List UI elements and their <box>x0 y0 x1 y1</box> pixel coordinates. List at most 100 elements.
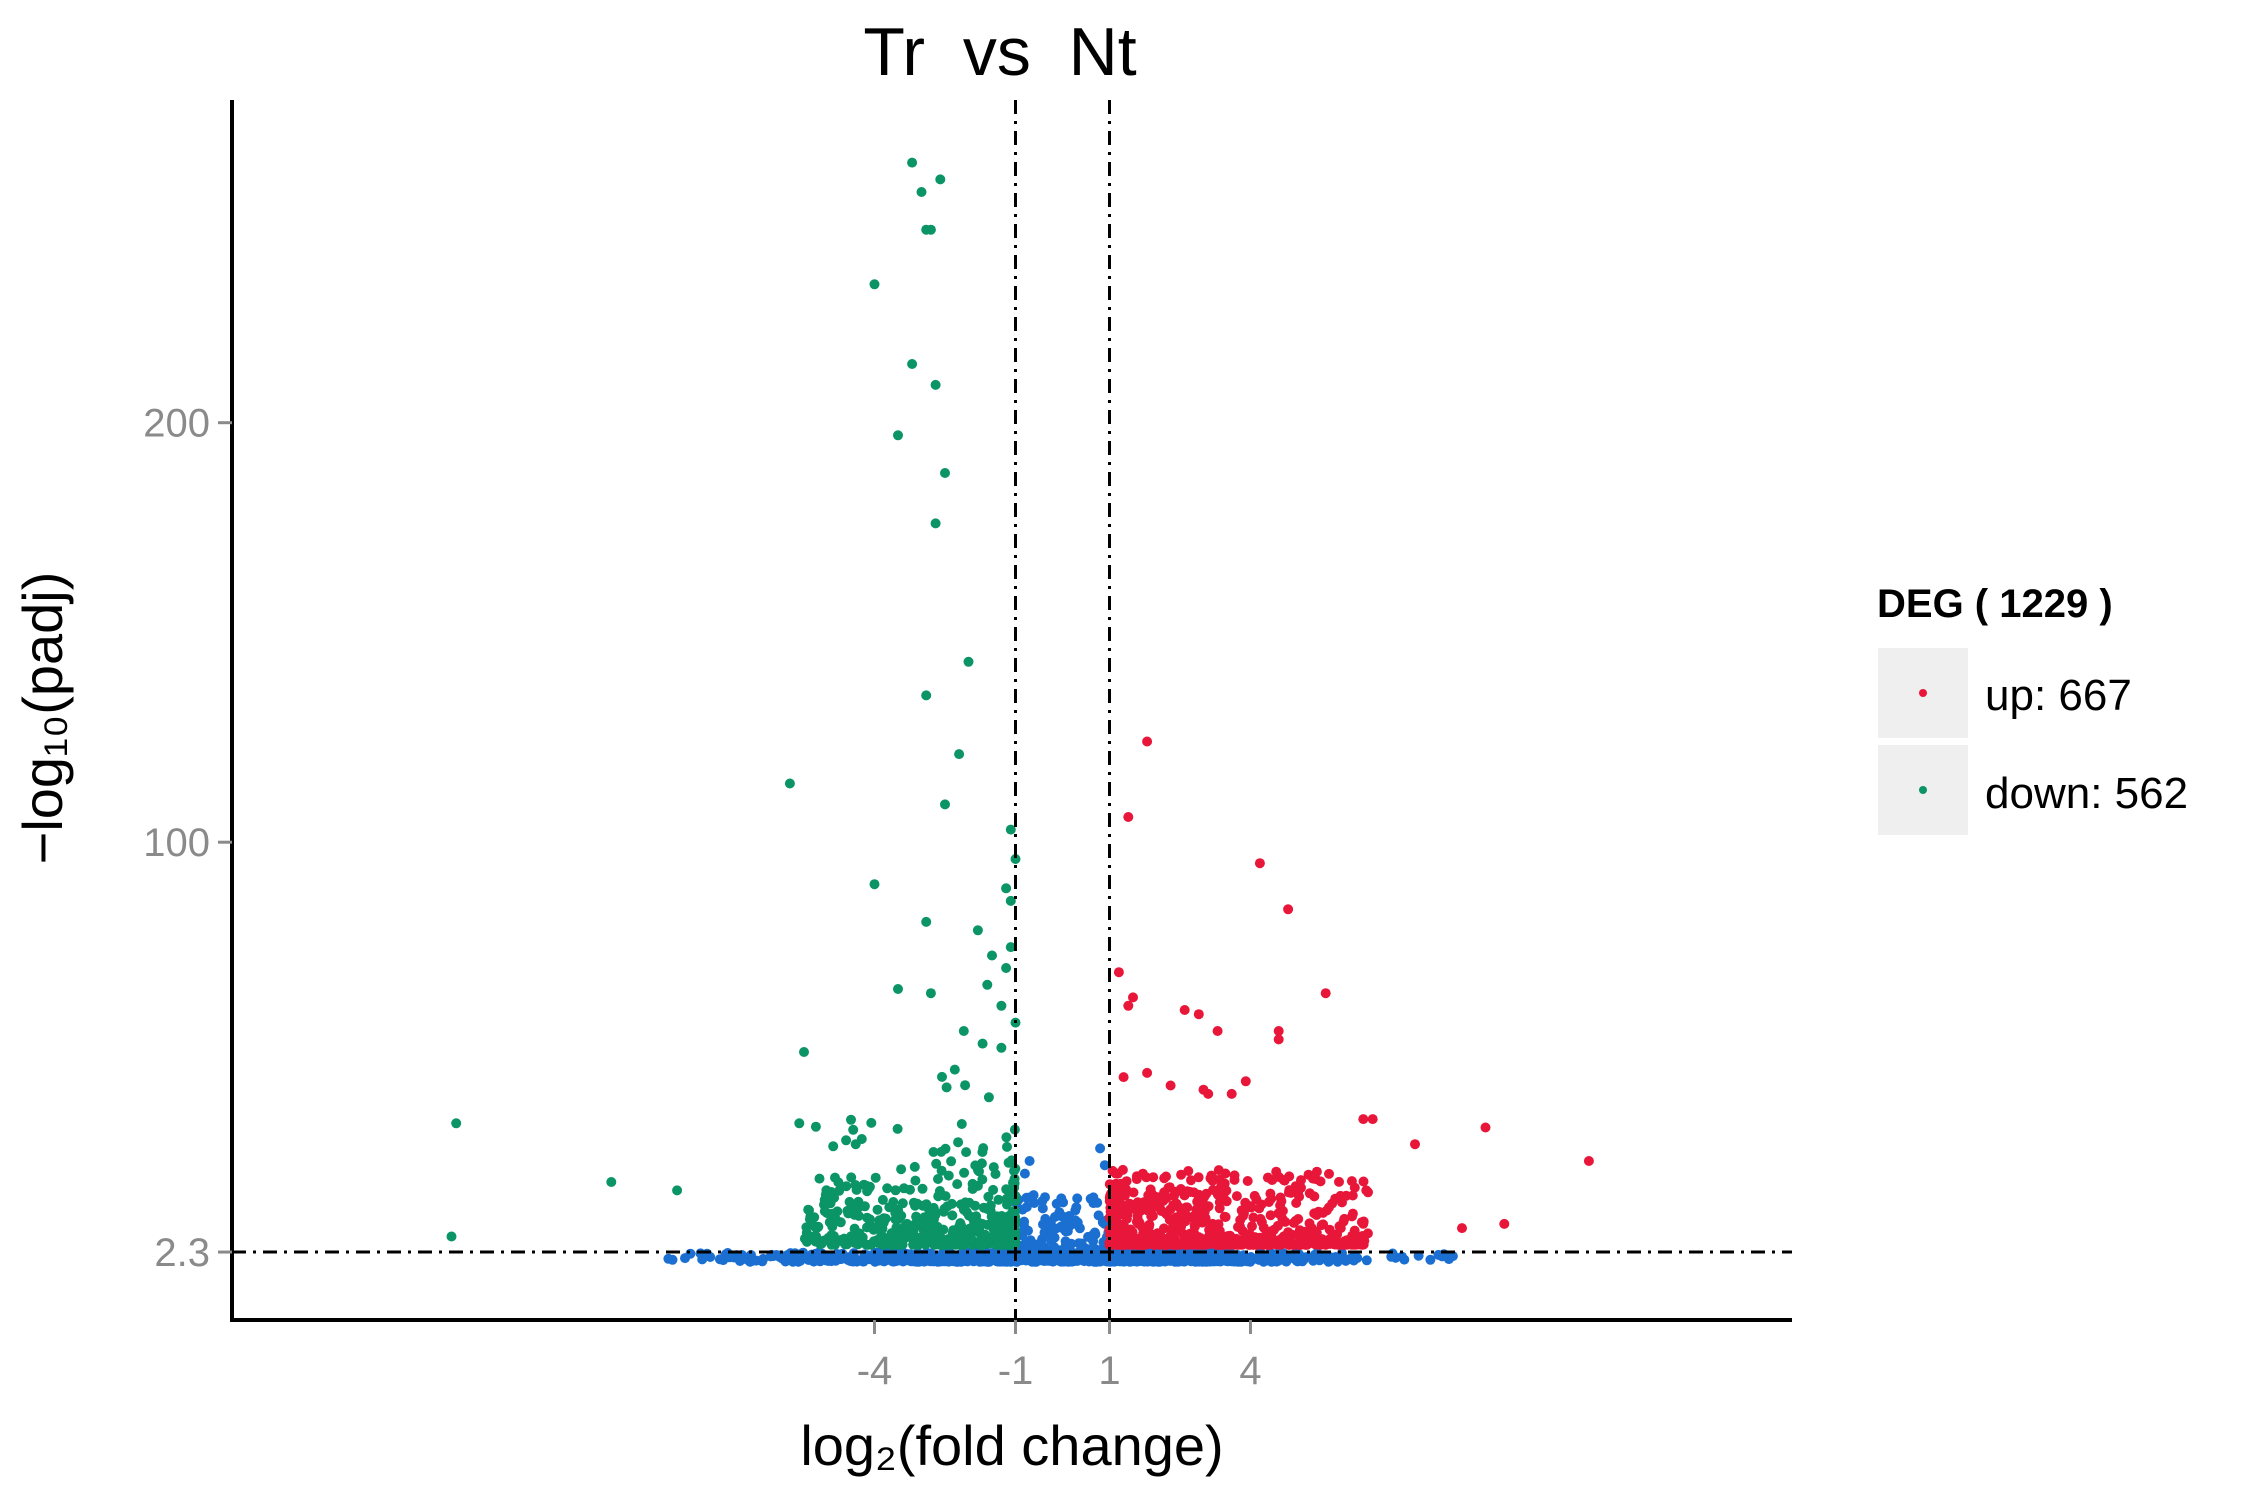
down-point <box>810 1121 821 1132</box>
ns-point <box>765 1251 776 1262</box>
down-point <box>935 174 946 185</box>
down-point <box>890 1185 901 1196</box>
ns-point <box>1433 1249 1444 1260</box>
down-point <box>877 1194 888 1205</box>
ns-point <box>1348 1255 1359 1266</box>
up-point <box>1110 1206 1121 1217</box>
down-point <box>941 1082 952 1093</box>
ns-point <box>872 1254 883 1265</box>
legend: DEG ( 1229 ) up: 667 down: 562 <box>1877 582 2188 835</box>
up-point <box>1233 1239 1243 1250</box>
chart-title: Tr vs Nt <box>863 14 1136 90</box>
down-point <box>925 988 936 999</box>
up-point <box>1296 1175 1306 1186</box>
ns-point <box>685 1248 696 1259</box>
up-point <box>1193 1172 1204 1183</box>
ns-point <box>1291 1255 1302 1266</box>
down-point <box>880 1213 891 1224</box>
ns-point <box>942 1253 953 1264</box>
ns-point <box>1267 1255 1278 1266</box>
up-point <box>1279 1231 1289 1242</box>
up-point <box>1163 1182 1174 1193</box>
up-point <box>1135 1205 1146 1216</box>
ns-point <box>1177 1254 1188 1265</box>
down-point <box>983 1092 994 1103</box>
up-point <box>1226 1088 1237 1099</box>
down-point <box>1010 854 1021 864</box>
up-point <box>1148 1172 1159 1183</box>
up-point <box>1209 1174 1220 1185</box>
up-point <box>1249 1190 1260 1201</box>
down-point <box>799 1047 809 1057</box>
ns-point <box>667 1254 678 1265</box>
ns-point <box>893 1255 904 1266</box>
down-point <box>937 1071 947 1082</box>
down-point <box>977 1147 988 1157</box>
down-point <box>446 1231 457 1242</box>
up-point <box>1278 1175 1289 1185</box>
up-point <box>1358 1176 1369 1187</box>
down-point <box>1002 1141 1012 1152</box>
up-point <box>1174 1223 1185 1234</box>
up-point <box>1254 1232 1265 1243</box>
ns-point <box>724 1252 735 1263</box>
ns-point <box>1093 1210 1104 1221</box>
down-point <box>909 1161 920 1172</box>
ns-point <box>960 1255 971 1266</box>
ns-point <box>1154 1256 1165 1267</box>
ns-point <box>1017 1204 1028 1215</box>
down-point <box>977 1239 988 1250</box>
ns-point <box>1056 1193 1067 1204</box>
up-point <box>1152 1232 1163 1243</box>
up-point <box>1212 1026 1223 1036</box>
up-point <box>1266 1193 1277 1204</box>
up-point <box>1128 992 1138 1003</box>
up-point <box>1144 1238 1155 1249</box>
down-point <box>936 1165 947 1176</box>
up-point <box>1256 1217 1267 1228</box>
up-point <box>1332 1229 1343 1240</box>
down-point <box>846 1114 856 1125</box>
up-point <box>1309 1208 1320 1219</box>
down-point <box>866 1117 877 1128</box>
up-point <box>1121 1176 1132 1187</box>
down-point <box>982 1219 993 1230</box>
y-tick-label: 2.3 <box>154 1231 210 1275</box>
up-point <box>1324 1235 1335 1246</box>
x-tick-label: 1 <box>1098 1349 1120 1393</box>
down-point <box>841 1135 852 1146</box>
down-point <box>907 359 918 369</box>
up-point <box>1125 1224 1136 1235</box>
up-point <box>1141 1172 1152 1183</box>
down-point <box>963 656 974 667</box>
down-point <box>931 1158 942 1169</box>
down-point <box>893 984 903 994</box>
up-point <box>1480 1122 1491 1133</box>
ns-point <box>1340 1254 1350 1265</box>
x-tick-label: -1 <box>998 1349 1034 1393</box>
up-point <box>1358 1218 1369 1229</box>
down-point <box>953 1137 964 1148</box>
down-point <box>868 1224 879 1235</box>
x-tick-label: 4 <box>1239 1349 1261 1393</box>
up-point <box>1109 1233 1120 1244</box>
up-point <box>1161 1171 1171 1182</box>
up-point <box>1229 1174 1240 1185</box>
down-point <box>977 1174 988 1185</box>
up-point <box>1145 1184 1156 1195</box>
down-point <box>672 1185 683 1196</box>
up-point <box>1220 1212 1231 1222</box>
down-point <box>814 1173 825 1184</box>
down-point <box>891 1222 902 1233</box>
ns-point <box>1142 1255 1153 1266</box>
down-point <box>943 1234 954 1245</box>
down-point <box>905 1184 915 1195</box>
down-point <box>893 430 903 441</box>
threshold-lines <box>232 100 1792 1320</box>
down-point <box>819 1194 830 1205</box>
up-point <box>1131 1239 1142 1250</box>
x-tick-label: -4 <box>857 1349 893 1393</box>
y-tick-label: 200 <box>143 402 210 446</box>
down-point <box>896 1164 907 1175</box>
legend-title: DEG ( 1229 ) <box>1877 582 2113 626</box>
